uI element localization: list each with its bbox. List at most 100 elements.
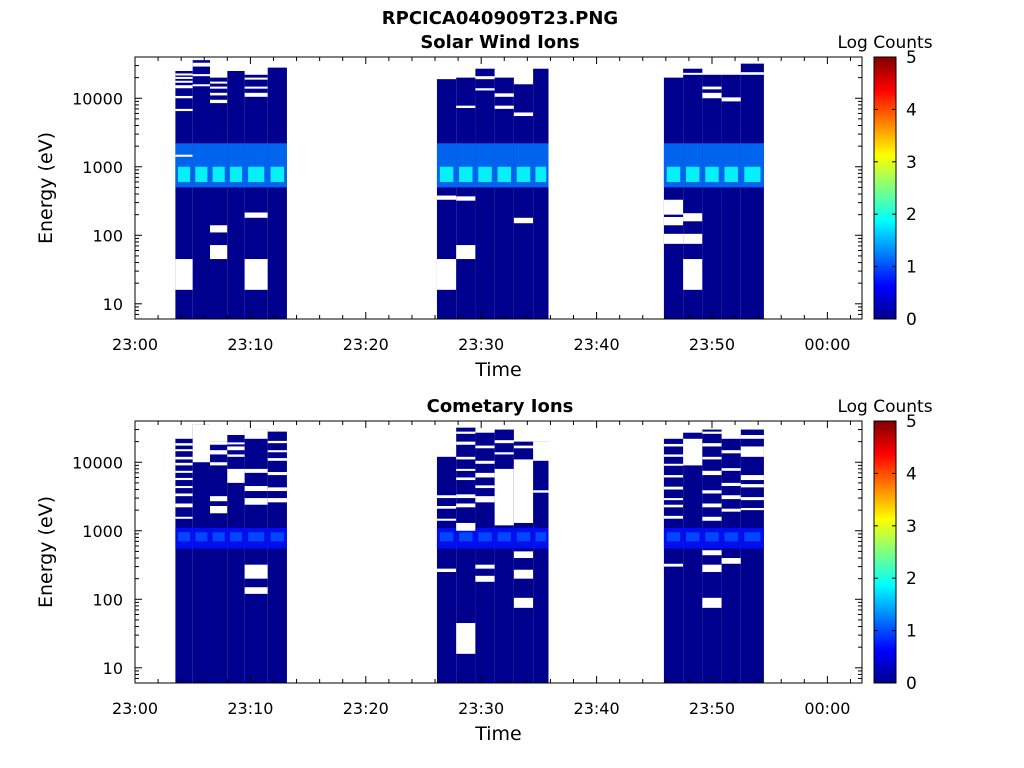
spectrogram-column [513,57,534,319]
column-base [702,429,722,683]
data-gap [175,73,193,76]
data-gap [192,74,211,77]
data-gap [456,196,476,201]
spectrogram-column [533,64,549,320]
data-gap [721,97,741,102]
energy-peak [270,166,285,182]
x-tick-label: 23:30 [458,335,504,354]
plot-frame [134,420,863,684]
data-gap [267,450,287,453]
data-gap [475,88,495,91]
colorbar-ticks: 0 1 2 3 4 5 [874,48,917,330]
data-gap [702,490,722,494]
spectrogram-column [192,424,211,683]
data-gap [210,99,228,104]
spectrogram-column [210,441,228,683]
energy-peak [195,532,208,542]
data-gap [456,494,476,499]
data-gap [494,93,514,97]
colorbar-label: Log Counts [837,397,932,417]
data-gap [227,446,245,451]
data-gap [663,443,684,447]
panel-title: Cometary Ions [427,396,574,417]
data-gap [175,503,193,508]
colorbar-tick-label: 2 [906,205,917,225]
spectrogram-column [267,67,287,319]
data-gap [740,446,764,457]
x-tick-label: 23:10 [227,335,273,354]
y-tick-label: 1000 [82,522,123,541]
energy-peak [212,532,225,542]
data-gap [721,468,741,471]
spectrogram [175,424,764,683]
column-base [192,424,211,683]
spectrogram-column [702,64,722,319]
y-tick-label: 10000 [72,453,123,472]
energy-peak [177,532,191,542]
data-gap [175,477,193,481]
column-base [475,68,495,320]
column-base [663,77,684,319]
data-gap [663,498,684,501]
data-gap [175,443,193,446]
data-gap [663,504,684,508]
data-gap [683,259,703,290]
data-gap [436,518,457,521]
data-gap [456,431,476,434]
column-base [740,63,764,320]
data-gap [475,575,495,582]
data-gap [175,493,193,497]
data-gap [436,70,457,75]
data-gap [702,64,722,70]
column-base [740,429,764,683]
data-gap [663,563,684,567]
data-gap [663,463,684,466]
y-axis-ticks: 10 100 1000 10000 [72,56,862,320]
data-gap [436,259,457,290]
data-gap [702,516,722,521]
y-tick-label: 10 [103,659,123,678]
data-gap [663,233,684,244]
x-tick-label: 00:00 [804,335,850,354]
data-gap [683,438,703,466]
spectrogram-column [456,427,476,683]
data-gap [494,452,514,455]
data-gap [721,450,741,454]
data-gap [227,454,245,457]
energy-peak [724,532,738,542]
data-gap [683,233,703,244]
spectrogram-column [740,63,764,320]
x-tick-label: 00:00 [804,699,850,718]
x-tick-label: 23:20 [343,335,389,354]
data-gap [663,475,684,478]
energy-peak [497,532,512,542]
colorbar-tick-label: 3 [906,517,917,537]
energy-peak [744,166,761,182]
figure-title: RPCICA040909T23.PNG [382,8,618,29]
spectrogram-column [683,68,703,320]
energy-peak [478,532,492,542]
data-gap [175,95,193,99]
data-gap [683,213,703,222]
spectrogram-column [533,441,549,683]
data-gap [513,112,534,117]
data-gap [267,498,287,503]
y-tick-label: 100 [92,590,123,609]
data-gap [740,434,764,439]
data-gap [456,105,476,109]
data-gap [513,57,534,61]
colorbar-tick-label: 4 [906,464,917,484]
x-tick-label: 23:00 [112,699,158,718]
data-gap [244,564,268,579]
x-axis-label: Time [474,359,522,381]
energy-peak [177,166,191,182]
data-gap [192,84,211,87]
x-tick-label: 23:00 [112,335,158,354]
column-base [513,84,534,319]
data-gap [494,70,514,75]
data-gap [663,199,684,215]
data-gap [210,505,228,514]
spectrogram-column [244,74,268,319]
data-gap [702,456,722,460]
data-gap [456,245,476,260]
